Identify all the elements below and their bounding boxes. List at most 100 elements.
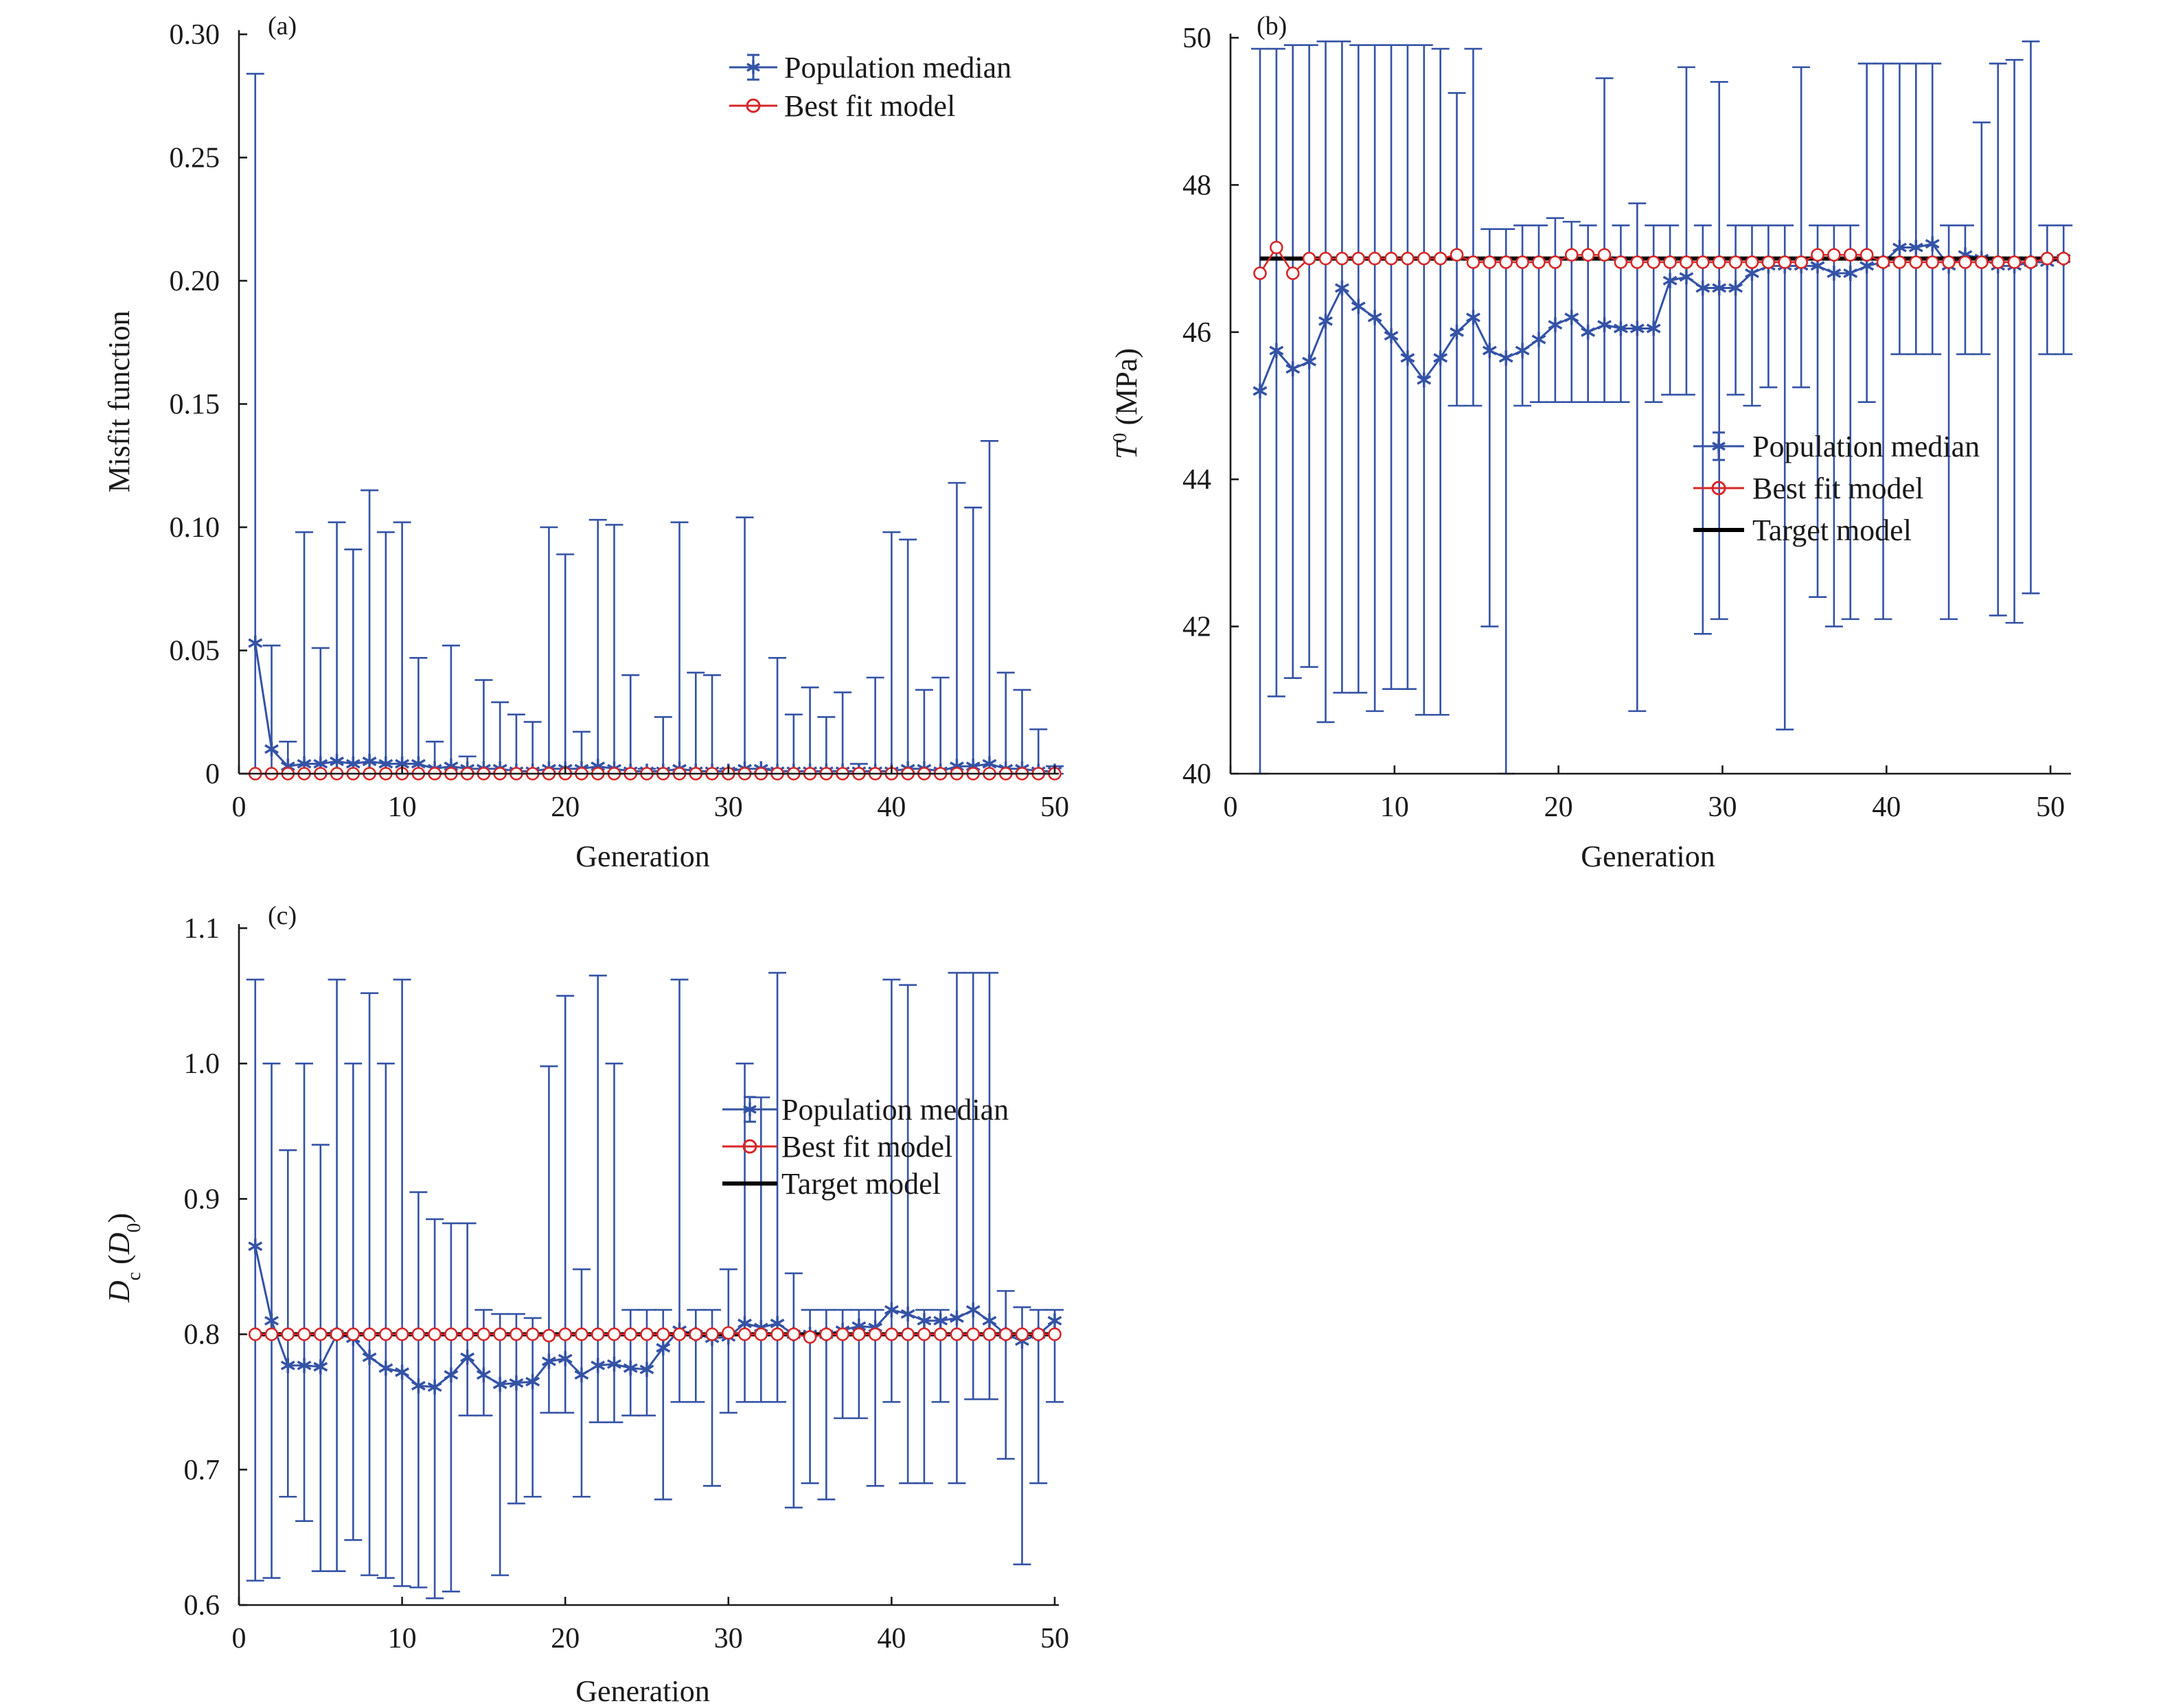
y-tick-label: 0.6 <box>184 1590 220 1622</box>
error-bar <box>360 992 379 1576</box>
panel-c-legend-median-text: Population median <box>781 1093 1009 1127</box>
best-fit-point <box>591 1327 605 1341</box>
error-bar <box>1808 224 1827 599</box>
median-point <box>1662 273 1678 288</box>
best-fit-point <box>1548 255 1562 269</box>
best-fit-point <box>1876 255 1890 269</box>
x-tick-label: 50 <box>1040 1623 1069 1654</box>
median-point <box>1466 310 1480 325</box>
error-bar <box>1759 224 1778 389</box>
x-tick-label: 0 <box>1224 792 1238 823</box>
x-tick-label: 10 <box>388 792 417 823</box>
best-fit-point <box>1975 255 1989 269</box>
panel-a-misfit: 0 10 20 30 40 50 0 0.05 0.10 0.15 0.20 0.25 0.30 (a)… <box>102 12 1069 873</box>
error-bar <box>605 524 623 775</box>
best-fit-point <box>297 1327 311 1341</box>
best-fit-point <box>558 1327 573 1341</box>
error-bar <box>1497 228 1515 775</box>
median-point <box>1417 372 1432 388</box>
median-point <box>1367 310 1382 325</box>
median-point <box>280 1357 295 1373</box>
best-fit-point <box>428 1327 442 1341</box>
error-bar <box>426 1218 444 1600</box>
panel-c-legend-target-text: Target model <box>781 1167 941 1201</box>
error-bar <box>393 521 411 775</box>
median-point <box>1548 317 1563 333</box>
y-tick-label: 0.15 <box>170 389 220 421</box>
error-bar <box>687 1308 705 1403</box>
median-point <box>264 1313 279 1328</box>
error-bar <box>572 1268 591 1498</box>
x-tick-label: 20 <box>551 792 580 823</box>
best-fit-point <box>998 1327 1013 1341</box>
error-bar <box>1398 44 1417 691</box>
best-fit-point <box>1958 255 1972 269</box>
error-bar <box>1792 66 1811 389</box>
error-bar <box>1013 1306 1031 1566</box>
x-tick-label: 40 <box>1872 792 1901 823</box>
error-bar <box>1890 62 1909 356</box>
best-fit-point <box>1031 1327 1046 1341</box>
best-fit-point <box>1761 255 1776 269</box>
error-bar <box>1382 44 1401 691</box>
median-point <box>1047 1313 1062 1328</box>
error-bar <box>540 526 558 775</box>
panel-c-ylabel-inner-sub: 0 <box>124 1223 145 1233</box>
panel-b-marks <box>1250 41 2073 775</box>
error-bar <box>393 978 411 1587</box>
best-fit-point <box>411 1327 426 1341</box>
median-point <box>1269 343 1284 358</box>
median-point <box>1515 343 1530 358</box>
median-point <box>1351 299 1366 314</box>
error-bar <box>279 1149 297 1498</box>
median-point <box>982 1313 997 1328</box>
median-point <box>444 1367 459 1383</box>
best-fit-point <box>1351 251 1366 266</box>
median-point <box>1728 280 1743 296</box>
median-point <box>1597 317 1612 333</box>
panel-a-label: (a) <box>268 12 297 41</box>
best-fit-point <box>1581 248 1595 262</box>
y-tick-label: 40 <box>1182 759 1211 790</box>
error-bar <box>768 656 787 775</box>
median-point <box>1252 383 1268 399</box>
best-fit-point <box>1015 1327 1029 1341</box>
panel-b-legend-median-text: Population median <box>1752 430 1980 463</box>
error-bar <box>376 531 395 775</box>
error-bar <box>1546 217 1564 403</box>
best-fit-point <box>1647 255 1660 269</box>
panel-c-marks <box>246 971 1064 1600</box>
error-bar <box>442 1222 460 1593</box>
median-point <box>248 635 263 651</box>
median-point <box>395 1364 410 1380</box>
panel-c-legend: Population median Best fit model Target … <box>722 1093 1009 1201</box>
best-fit-point <box>901 1327 915 1341</box>
error-bar <box>344 1062 363 1541</box>
median-point <box>492 1376 507 1392</box>
best-fit-point <box>950 1327 964 1341</box>
best-fit-point <box>1384 251 1398 266</box>
error-bar <box>1267 47 1285 697</box>
median-point <box>607 1356 621 1372</box>
panel-c-ylabel-open: ( <box>102 1254 136 1272</box>
best-fit-point <box>1417 251 1431 266</box>
error-bar <box>1940 224 1958 621</box>
error-bar <box>458 1222 477 1417</box>
median-point <box>411 1378 426 1394</box>
error-bar <box>996 1290 1015 1460</box>
best-fit-point <box>623 1327 638 1341</box>
panel-c-legend-best-marker <box>722 1139 777 1154</box>
median-point <box>297 1357 312 1373</box>
error-bar <box>507 1313 525 1505</box>
median-point <box>656 1340 671 1356</box>
best-fit-point <box>819 1327 834 1341</box>
panel-b-t0: 0 10 20 30 40 50 40 42 44 46 48 50 (b) Generation T… <box>1110 12 2073 873</box>
panel-c-legend-best-text: Best fit model <box>781 1130 952 1164</box>
error-bar <box>1366 44 1384 713</box>
median-point <box>362 1350 377 1365</box>
best-fit-point <box>1614 255 1628 269</box>
error-bar <box>915 689 933 775</box>
median-point <box>1564 310 1579 325</box>
error-bar <box>882 531 901 775</box>
error-bar <box>1857 62 1876 403</box>
